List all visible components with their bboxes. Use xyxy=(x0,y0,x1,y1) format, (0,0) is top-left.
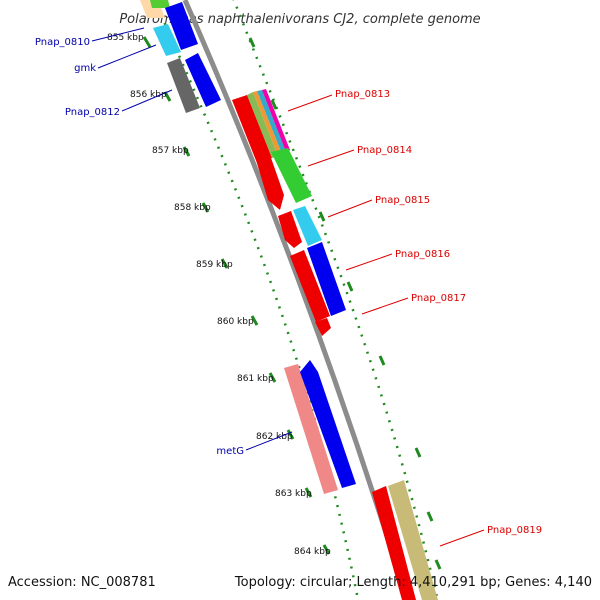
label-pnap-0810: Pnap_0810 xyxy=(35,37,90,48)
genome-info-text: Topology: circular; Length: 4,410,291 bp… xyxy=(234,575,592,590)
gene-pnap-0810-green xyxy=(150,0,170,8)
gene-pnap-0814-red xyxy=(256,155,284,210)
tick-guides xyxy=(153,0,439,600)
tick-label-858: 858 kbp xyxy=(174,203,211,213)
tick-label-860: 860 kbp xyxy=(217,317,254,327)
gene-pnap-0817-arrow xyxy=(315,318,331,336)
gene-pnap-0813-stripe-orange xyxy=(253,91,282,156)
tick-marks xyxy=(142,36,442,570)
label-pnap-0813: Pnap_0813 xyxy=(335,89,390,100)
outer-tick-guide xyxy=(232,0,439,600)
tick-label-856: 856 kbp xyxy=(130,90,167,100)
label-gmk: gmk xyxy=(74,63,96,74)
label-pnap-0816: Pnap_0816 xyxy=(395,249,450,260)
label-pnap-0814: Pnap_0814 xyxy=(357,145,412,156)
gene-labels-right: Pnap_0813 Pnap_0814 Pnap_0815 Pnap_0816 … xyxy=(335,89,542,536)
gene-pnap-0813-stripe-magenta xyxy=(262,89,290,152)
label-pnap-0819: Pnap_0819 xyxy=(487,525,542,536)
tick-labels: 855 kbp 856 kbp 857 kbp 858 kbp 859 kbp … xyxy=(107,33,331,557)
label-metg: metG xyxy=(216,446,244,457)
gene-pnap-0819-red xyxy=(372,486,416,600)
gene-pnap-0815-red xyxy=(278,211,302,248)
gene-pnap-0813-stripe-teal xyxy=(257,90,286,154)
tick-label-863: 863 kbp xyxy=(275,489,312,499)
label-pnap-0817: Pnap_0817 xyxy=(411,293,466,304)
accession-text: Accession: NC_008781 xyxy=(8,575,156,590)
gene-pnap-0812-block xyxy=(167,58,200,113)
gene-labels-left: Pnap_0810 gmk Pnap_0812 metG xyxy=(35,37,244,457)
forward-strand-genes xyxy=(140,0,356,494)
leader-lines xyxy=(91,27,485,547)
reverse-strand-genes xyxy=(232,89,438,600)
gene-blue-856 xyxy=(185,53,221,107)
gene-pnap-0813-block xyxy=(232,95,272,163)
gene-blue-861 xyxy=(300,360,356,488)
tick-label-864: 864 kbp xyxy=(294,547,331,557)
tick-label-857: 857 kbp xyxy=(152,146,189,156)
tick-label-859: 859 kbp xyxy=(196,260,233,270)
gene-pnap-0815-cyan xyxy=(293,206,322,246)
tick-label-862: 862 kbp xyxy=(256,432,293,442)
gene-gmk-block xyxy=(153,24,181,56)
gene-metg-block xyxy=(284,364,338,494)
label-pnap-0812: Pnap_0812 xyxy=(65,107,120,118)
tick-label-855: 855 kbp xyxy=(107,33,144,43)
gene-pnap-0816-red xyxy=(290,250,330,322)
gene-pnap-0814-green xyxy=(271,148,312,203)
map-title: Polaromonas naphthalenivorans CJ2, compl… xyxy=(119,12,480,27)
gene-blue-top xyxy=(165,2,198,50)
gene-pnap-0813-stripe-green xyxy=(247,92,278,158)
gene-pnap-0819-olive xyxy=(388,480,438,600)
label-pnap-0815: Pnap_0815 xyxy=(375,195,430,206)
gene-pnap-0816-blue xyxy=(307,242,346,316)
tick-label-861: 861 kbp xyxy=(237,374,274,384)
